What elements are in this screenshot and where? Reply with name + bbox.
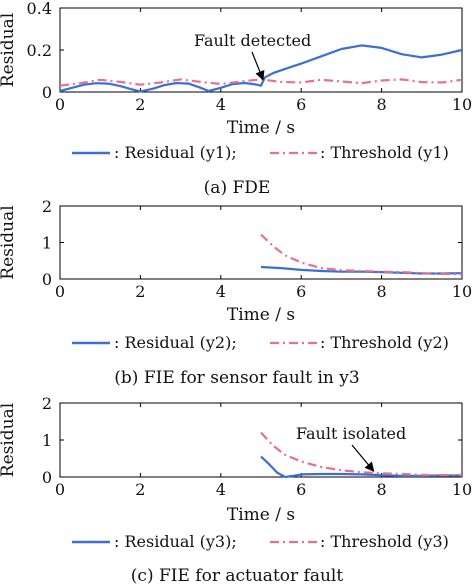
legend-label-residual: : Residual (y2); <box>114 333 237 352</box>
chart-panel-3: 0 2 4 6 8 10 0 1 2 Time / s Residual Fault isolated… <box>0 394 472 586</box>
y-tick-label: 2 <box>42 394 52 413</box>
y-tick-label: 1 <box>42 431 52 450</box>
legend-label-threshold: : Threshold (y2) <box>320 333 449 352</box>
legend: : Residual (y1); : Threshold (y1) <box>72 143 449 162</box>
annotation-text: Fault detected <box>194 31 311 50</box>
legend-label-threshold: : Threshold (y1) <box>320 143 449 162</box>
y-tick-label: 2 <box>42 197 52 216</box>
legend: : Residual (y3); : Threshold (y3) <box>72 532 449 551</box>
x-tick-label: 8 <box>377 282 387 301</box>
chart-panel-1: 0 2 4 6 8 10 0 0.2 0.4 Time / s Residual Fault dete… <box>0 0 472 198</box>
y-axis-label: Residual <box>0 13 18 87</box>
series-line-threshold <box>260 233 463 276</box>
series-line-residual <box>260 265 463 275</box>
y-tick-label: 0 <box>42 270 52 289</box>
x-axis-label: Time / s <box>227 118 295 138</box>
x-tick-label: 4 <box>216 282 226 301</box>
x-tick-label: 2 <box>135 282 145 301</box>
y-tick-label: 0 <box>42 83 52 102</box>
series-line-threshold <box>59 78 463 87</box>
x-axis-label: Time / s <box>227 305 295 325</box>
annotation-arrow <box>351 444 375 472</box>
series-line-residual <box>260 455 462 479</box>
x-tick-label: 0 <box>55 480 65 499</box>
x-tick-label: 4 <box>216 480 226 499</box>
y-axis-label: Residual <box>0 205 18 279</box>
x-tick-label: 2 <box>135 480 145 499</box>
series-line-residual <box>59 44 463 93</box>
legend-label-threshold: : Threshold (y3) <box>320 532 449 551</box>
x-tick-label: 10 <box>452 95 472 114</box>
legend-label-residual: : Residual (y3); <box>114 532 237 551</box>
y-axis-label: Residual <box>0 403 18 477</box>
x-axis-label: Time / s <box>227 505 295 525</box>
x-tick-label: 8 <box>377 95 387 114</box>
y-tick-label: 0.2 <box>27 41 52 60</box>
x-tick-label: 2 <box>135 95 145 114</box>
legend-label-residual: : Residual (y1); <box>114 143 237 162</box>
annotation-arrow <box>251 51 265 81</box>
x-tick-label: 10 <box>452 480 472 499</box>
legend: : Residual (y2); : Threshold (y2) <box>72 333 449 352</box>
series-line-threshold <box>260 431 462 477</box>
chart-panel-2: 0 2 4 6 8 10 0 1 2 Time / s Residual : Residual (y2… <box>0 197 472 388</box>
panel-caption: (b) FIE for sensor fault in y3 <box>114 368 359 388</box>
x-tick-label: 8 <box>377 480 387 499</box>
x-tick-label: 10 <box>452 282 472 301</box>
y-tick-label: 1 <box>42 234 52 253</box>
y-tick-label: 0 <box>42 468 52 487</box>
x-tick-label: 0 <box>55 282 65 301</box>
x-tick-label: 4 <box>216 95 226 114</box>
x-tick-label: 0 <box>55 95 65 114</box>
panel-caption: (a) FDE <box>204 178 271 198</box>
x-tick-label: 6 <box>296 282 306 301</box>
y-tick-label: 0.4 <box>27 0 52 18</box>
x-tick-label: 6 <box>296 480 306 499</box>
x-tick-label: 6 <box>296 95 306 114</box>
panel-caption: (c) FIE for actuator fault <box>131 566 344 586</box>
annotation-text: Fault isolated <box>296 424 406 443</box>
